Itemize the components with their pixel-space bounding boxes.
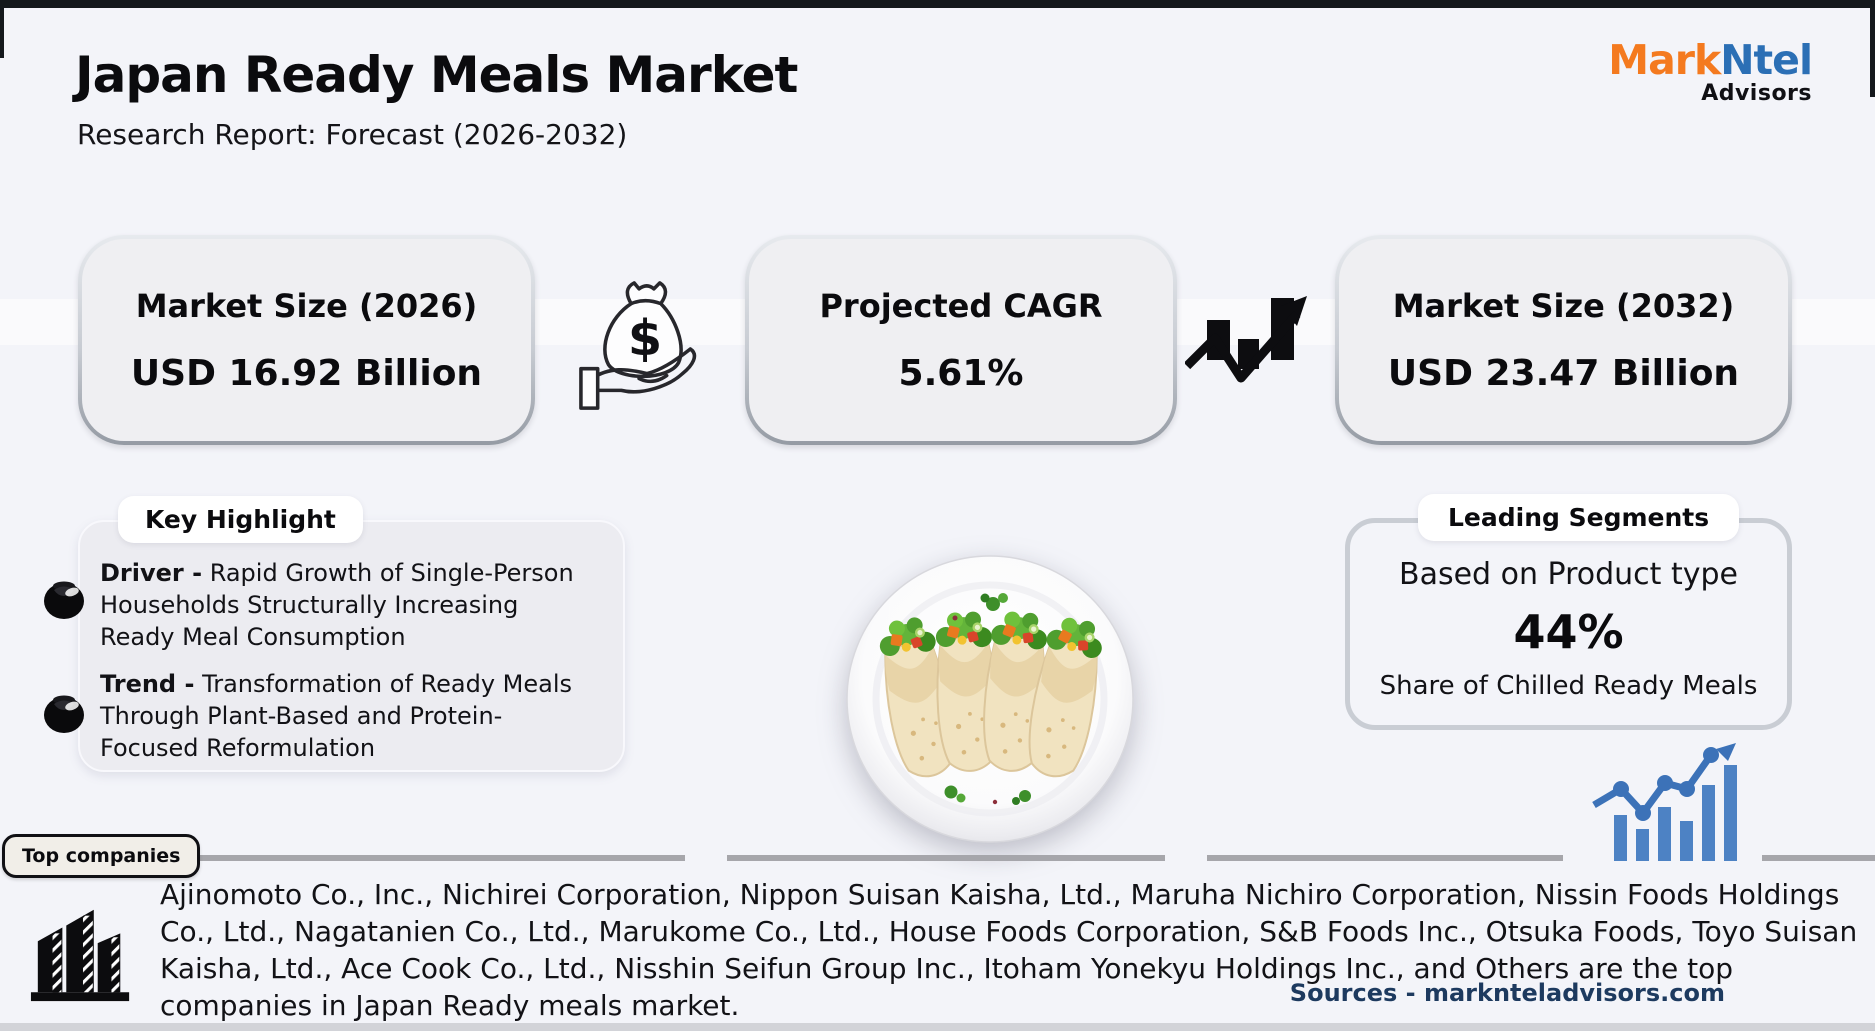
logo-ntel-text: Ntel: [1720, 36, 1813, 84]
right-edge-bar: [1870, 0, 1875, 97]
projected-cagr-label: Projected CAGR: [819, 286, 1103, 325]
sources-text: Sources - marknteladvisors.com: [1289, 979, 1725, 1007]
market-size-2032-value: USD 23.47 Billion: [1387, 352, 1740, 394]
market-size-2032-card-inner: Market Size (2032) USD 23.47 Billion: [1339, 239, 1788, 441]
driver-prefix: Driver -: [100, 559, 203, 587]
pot-icon: [44, 695, 84, 733]
leading-segments-share: 44%: [1513, 604, 1624, 659]
leading-segments-basis: Based on Product type: [1399, 557, 1738, 592]
divider-segment: [1207, 855, 1563, 861]
parsley-garnish: [944, 593, 1031, 805]
logo-mark-text: Mark: [1608, 36, 1721, 84]
projected-cagr-value: 5.61%: [898, 352, 1024, 394]
ready-meal-plate-image: [846, 555, 1134, 843]
projected-cagr-card: Projected CAGR 5.61%: [745, 235, 1177, 445]
leading-segments-caption: Share of Chilled Ready Meals: [1379, 671, 1758, 701]
logo-advisors-text: Advisors: [1701, 81, 1812, 106]
dollar-symbol: $: [628, 309, 662, 367]
logo-wordmark: MarkNtel: [1608, 40, 1813, 81]
market-size-2032-card: Market Size (2032) USD 23.47 Billion: [1335, 235, 1792, 445]
divider-segment: [727, 855, 1165, 861]
market-size-2026-card-inner: Market Size (2026) USD 16.92 Billion: [82, 239, 531, 441]
top-companies-pill: Top companies: [2, 834, 201, 878]
market-size-2026-card: Market Size (2026) USD 16.92 Billion: [78, 235, 535, 445]
leading-segments-pill: Leading Segments: [1418, 494, 1740, 541]
trend-text: Transformation of Ready Meals Through Pl…: [100, 669, 573, 762]
pot-icon: [44, 581, 84, 619]
leading-segments-card: Based on Product type 44% Share of Chill…: [1345, 518, 1792, 730]
key-highlight-card: Driver - Rapid Growth of Single-Person H…: [78, 520, 625, 772]
top-edge-bar: [0, 0, 1875, 8]
blue-bar-line-chart-icon: [1592, 743, 1737, 861]
key-highlight-trend: Trend - Transformation of Ready Meals Th…: [100, 669, 599, 765]
divider-segment: [1762, 855, 1875, 861]
markntel-logo: MarkNtel Advisors: [1608, 40, 1813, 106]
divider-segment: [152, 855, 685, 861]
driver-text: Rapid Growth of Single-Person Households…: [100, 559, 574, 651]
money-bag-in-hand-icon: $: [579, 281, 697, 410]
trend-prefix: Trend -: [100, 669, 195, 698]
page-title: Japan Ready Meals Market: [75, 46, 798, 104]
rising-bars-arrow-icon: [1185, 296, 1307, 383]
top-companies-text: Ajinomoto Co., Inc., Nichirei Corporatio…: [160, 878, 1858, 1022]
company-buildings-icon: [30, 909, 130, 1002]
market-size-2026-value: USD 16.92 Billion: [130, 352, 483, 394]
projected-cagr-card-inner: Projected CAGR 5.61%: [749, 239, 1173, 441]
bottom-edge-bar: [0, 1023, 1875, 1031]
market-size-2032-label: Market Size (2032): [1392, 286, 1735, 325]
page-subtitle: Research Report: Forecast (2026-2032): [77, 118, 628, 151]
key-highlight-pill: Key Highlight: [118, 496, 363, 543]
key-highlight-driver: Driver - Rapid Growth of Single-Person H…: [100, 558, 599, 654]
left-edge-bar: [0, 0, 4, 58]
market-size-2026-label: Market Size (2026): [135, 286, 478, 325]
